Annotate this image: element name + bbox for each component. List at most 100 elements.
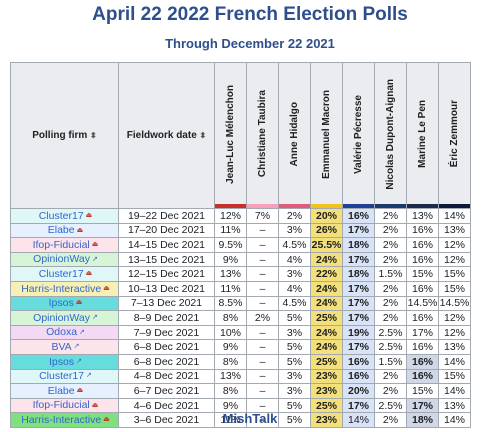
candidate-color-bar [247, 204, 278, 208]
pollster-link[interactable]: Cluster17 [38, 209, 84, 222]
candidate-header[interactable]: Anne Hidalgo [278, 62, 311, 209]
pdf-icon[interactable]: ⏏ [85, 211, 93, 219]
poll-value-cell: 15% [406, 383, 439, 399]
pollster-cell: Odoxa ↗ [10, 324, 119, 341]
poll-value-cell: 25.5% [310, 237, 343, 253]
pollster-link[interactable]: Ipsos [49, 355, 75, 368]
poll-value-cell: 17% [342, 280, 375, 297]
pdf-icon[interactable]: ⏏ [76, 226, 84, 234]
poll-value-cell: 17% [342, 310, 375, 326]
poll-value-cell: 10% [214, 324, 247, 341]
external-link-icon[interactable]: ↗ [86, 372, 92, 380]
table-row: OpinionWay ↗ 13–15 Dec 2021 9% –4% 24% 17% 2% 16… [10, 251, 471, 268]
sort-icon: ⬍ [90, 130, 97, 140]
poll-value-cell: 16% [406, 353, 439, 370]
fieldwork-cell: 10–13 Dec 2021 [118, 280, 215, 297]
poll-value-cell: 16% [406, 251, 439, 268]
external-link-icon[interactable]: ↗ [76, 357, 82, 365]
candidate-color-bar [343, 204, 374, 208]
poll-value-cell: 13% [214, 368, 247, 385]
pollster-link[interactable]: OpinionWay [33, 311, 90, 324]
poll-value-cell: 20% [342, 383, 375, 399]
poll-value-cell: 12% [214, 208, 247, 224]
pollster-link[interactable]: Odoxa [46, 326, 78, 339]
pdf-icon[interactable]: ⏏ [76, 387, 84, 395]
fieldwork-cell: 8–9 Dec 2021 [118, 310, 215, 326]
external-link-icon[interactable]: ↗ [73, 343, 80, 351]
page-subtitle: Through December 22 2021 [165, 36, 335, 51]
pdf-icon[interactable]: ⏏ [103, 416, 110, 424]
poll-value-cell: 5% [278, 310, 311, 326]
pollster-link[interactable]: Ipsos [48, 297, 74, 310]
candidate-color-bar [215, 204, 246, 208]
footer-credit: MishTalk [222, 411, 278, 426]
poll-value-cell: 8% [214, 383, 247, 399]
poll-value-cell: 2% [374, 368, 407, 385]
pollster-header[interactable]: Polling firm ⬍ [10, 62, 119, 209]
poll-value-cell: 8% [214, 353, 247, 370]
candidate-header[interactable]: Emmanuel Macron [310, 62, 343, 209]
candidate-name: Emmanuel Macron [321, 89, 332, 179]
pollster-link[interactable]: Harris-Interactive [21, 282, 102, 295]
pollster-cell: Ipsos ⏏ [10, 295, 119, 312]
poll-value-cell: – [246, 383, 279, 399]
poll-value-cell: 13% [214, 266, 247, 282]
pdf-icon[interactable]: ⏏ [103, 284, 110, 292]
pdf-icon[interactable]: ⏏ [85, 270, 93, 278]
pollster-link[interactable]: Cluster17 [39, 370, 85, 383]
poll-value-cell: 14.5% [406, 295, 439, 312]
candidate-header[interactable]: Valérie Pécresse [342, 62, 375, 209]
poll-value-cell: 15% [438, 280, 471, 297]
pollster-link[interactable]: BVA [51, 341, 72, 354]
candidate-name: Marine Le Pen [417, 100, 428, 168]
candidate-name: Éric Zemmour [449, 100, 460, 168]
table-row: Ipsos ↗ 6–8 Dec 2021 8% –5% 25% 16% 1.5% 16% 14% [10, 353, 471, 370]
poll-value-cell: 14% [438, 383, 471, 399]
pdf-icon[interactable]: ⏏ [91, 401, 99, 409]
pdf-icon[interactable]: ⏏ [75, 299, 83, 307]
pollster-link[interactable]: Harris-Interactive [21, 414, 102, 426]
candidate-header[interactable]: Jean-Luc Mélenchon [214, 62, 247, 209]
external-link-icon[interactable]: ↗ [79, 328, 85, 336]
pollster-link[interactable]: Ifop-Fiducial [32, 238, 90, 251]
table-row: BVA ↗ 6–8 Dec 2021 9% –5% 24% 17% 2.5% 16% 13% [10, 339, 471, 355]
pollster-link[interactable]: Cluster17 [38, 268, 84, 281]
pollster-cell: Cluster17 ⏏ [10, 208, 119, 224]
candidate-color-bar [279, 204, 310, 208]
pdf-icon[interactable]: ⏏ [91, 241, 99, 249]
poll-value-cell: 8.5% [214, 295, 247, 312]
candidate-color-bar [311, 204, 342, 208]
candidate-header[interactable]: Éric Zemmour [438, 62, 471, 209]
pollster-link[interactable]: Ifop-Fiducial [32, 399, 90, 412]
poll-value-cell: 12% [438, 237, 471, 253]
candidate-header[interactable]: Nicolas Dupont-Aignan [374, 62, 407, 209]
external-link-icon[interactable]: ↗ [91, 314, 98, 322]
fieldwork-cell: 6–8 Dec 2021 [118, 353, 215, 370]
fieldwork-header[interactable]: Fieldwork date ⬍ [118, 62, 215, 209]
poll-value-cell: 13% [438, 339, 471, 355]
poll-value-cell: 9% [214, 251, 247, 268]
pollster-cell: OpinionWay ↗ [10, 310, 119, 326]
poll-value-cell: 8% [214, 310, 247, 326]
poll-value-cell: 14% [342, 412, 375, 428]
pollster-link[interactable]: OpinionWay [33, 253, 90, 266]
poll-value-cell: 4% [278, 280, 311, 297]
sort-icon: ⬍ [199, 130, 207, 140]
page-title: April 22 2022 French Election Polls [92, 4, 408, 25]
poll-value-cell: 11% [214, 280, 247, 297]
poll-value-cell: 7% [246, 208, 279, 224]
poll-value-cell: – [246, 251, 279, 268]
pollster-link[interactable]: Elabe [47, 224, 75, 237]
poll-value-cell: 16% [406, 222, 439, 239]
poll-value-cell: – [246, 266, 279, 282]
external-link-icon[interactable]: ↗ [91, 255, 98, 263]
candidate-header[interactable]: Marine Le Pen [406, 62, 439, 209]
pollster-cell: Cluster17 ⏏ [10, 266, 119, 282]
pollster-cell: Cluster17 ↗ [10, 368, 119, 385]
candidate-header[interactable]: Christiane Taubira [246, 62, 279, 209]
pollster-link[interactable]: Elabe [47, 384, 75, 397]
poll-value-cell: 2% [374, 237, 407, 253]
poll-value-cell: – [246, 280, 279, 297]
poll-value-cell: 2% [374, 280, 407, 297]
fieldwork-header-label: Fieldwork date [126, 129, 197, 141]
